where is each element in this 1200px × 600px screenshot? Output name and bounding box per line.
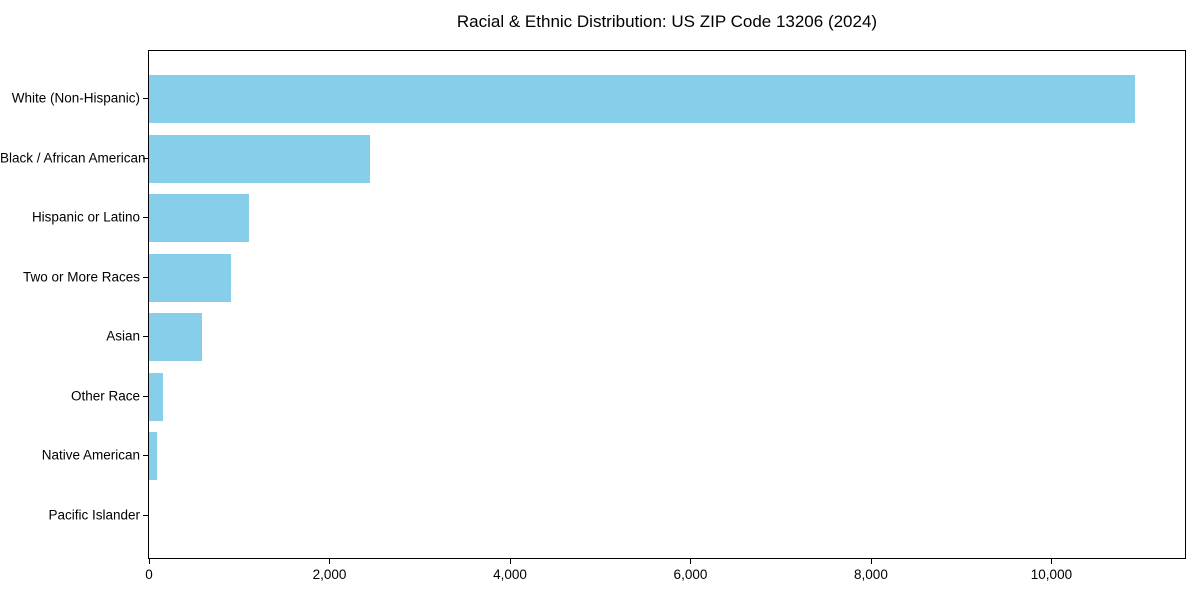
bar <box>149 313 202 361</box>
y-tick-label: Asian <box>106 328 140 344</box>
x-tick-label: 10,000 <box>1030 567 1073 582</box>
y-tick-label: Other Race <box>70 387 140 403</box>
y-tick-mark <box>143 98 148 99</box>
x-tick-label: 0 <box>145 567 153 582</box>
y-tick-label: Two or More Races <box>22 268 140 284</box>
x-tick-mark <box>690 559 691 564</box>
x-tick-mark <box>149 559 150 564</box>
x-tick-label: 8,000 <box>854 567 888 582</box>
x-tick-mark <box>1051 559 1052 564</box>
y-tick-mark <box>143 515 148 516</box>
x-tick-mark <box>329 559 330 564</box>
y-tick-mark <box>143 396 148 397</box>
bar <box>149 253 231 302</box>
y-tick-label: Pacific Islander <box>48 506 140 522</box>
x-tick-label: 4,000 <box>493 567 527 582</box>
y-tick-mark <box>143 455 148 456</box>
y-tick-label: Native American <box>41 447 140 463</box>
y-tick-mark <box>143 158 148 159</box>
y-tick-label: White (Non-Hispanic) <box>11 90 140 106</box>
bar <box>149 372 163 421</box>
bar <box>149 134 370 183</box>
y-tick-mark <box>143 336 148 337</box>
x-tick-label: 2,000 <box>312 567 347 582</box>
x-tick-mark <box>510 559 511 564</box>
chart-title: Racial & Ethnic Distribution: US ZIP Cod… <box>456 12 878 31</box>
y-tick-label: Hispanic or Latino <box>31 209 140 225</box>
y-tick-mark <box>143 217 148 218</box>
bar <box>149 75 1135 123</box>
bar <box>149 432 157 480</box>
plot-area <box>148 50 1186 559</box>
bar <box>149 194 249 242</box>
x-tick-mark <box>871 559 872 564</box>
y-tick-label: Black / African American <box>0 149 146 165</box>
y-tick-mark <box>143 277 148 278</box>
x-tick-label: 6,000 <box>673 567 708 582</box>
